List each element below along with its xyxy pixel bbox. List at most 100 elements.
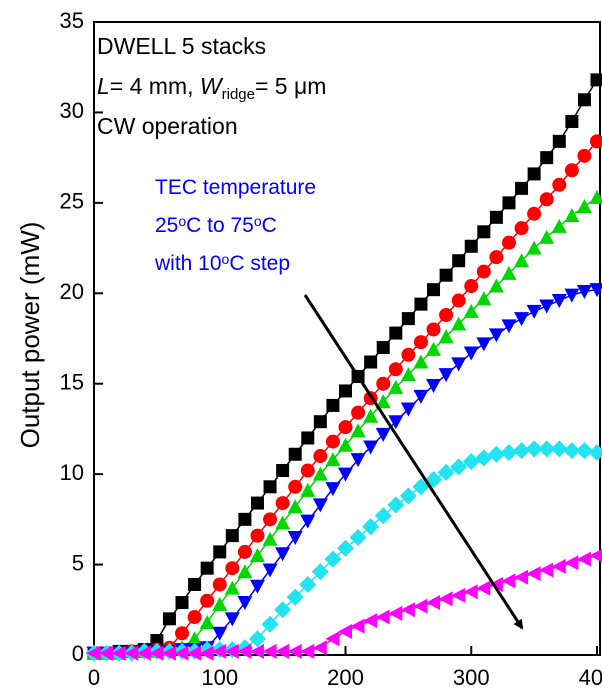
data-point	[564, 163, 579, 178]
data-point	[338, 437, 353, 452]
data-point	[388, 605, 403, 621]
data-point	[200, 561, 214, 575]
data-point	[476, 264, 491, 279]
data-point	[502, 196, 516, 210]
annotation-part: = 5 μm	[255, 73, 326, 99]
data-point	[350, 453, 366, 468]
data-point	[426, 595, 441, 611]
data-point	[225, 529, 239, 543]
data-point	[312, 498, 328, 513]
x-tick-label: 0	[88, 665, 100, 690]
data-point	[389, 326, 403, 340]
data-point	[576, 198, 592, 213]
data-point	[213, 545, 227, 559]
data-point	[589, 283, 602, 298]
data-point	[487, 445, 505, 463]
data-point	[375, 394, 391, 409]
series-line	[94, 554, 598, 654]
data-point	[250, 496, 264, 510]
data-point	[263, 512, 278, 527]
data-point	[438, 368, 454, 383]
data-point	[275, 547, 291, 562]
data-point	[300, 514, 316, 529]
tec-annotation: with 10oC step	[154, 251, 290, 275]
y-tick-label: 30	[60, 98, 84, 123]
data-point	[514, 221, 529, 236]
data-point	[238, 512, 252, 526]
data-point	[224, 643, 239, 659]
annotation: L= 4 mm, Wridge= 5 μm	[97, 73, 326, 103]
data-point	[401, 347, 416, 362]
data-point	[501, 319, 517, 334]
data-point	[311, 563, 329, 581]
y-axis-label: Output power (mW)	[15, 222, 45, 449]
data-point	[414, 297, 428, 311]
data-point	[363, 613, 378, 629]
annotation-part: DWELL 5 stacks	[97, 33, 266, 59]
data-point	[262, 563, 278, 578]
data-point	[451, 293, 466, 308]
data-point	[199, 645, 214, 661]
data-point	[590, 73, 602, 87]
data-point	[413, 389, 429, 404]
data-point	[250, 528, 265, 543]
data-point	[439, 307, 454, 322]
data-point	[376, 376, 391, 391]
x-tick-label: 200	[327, 665, 364, 690]
tec-annotation: TEC temperature	[155, 176, 316, 199]
data-point	[437, 463, 455, 481]
data-point	[550, 440, 568, 458]
data-point	[563, 442, 581, 460]
data-point	[438, 591, 453, 607]
data-point	[463, 584, 478, 600]
data-point	[312, 466, 328, 481]
tec-part: C to 75	[186, 214, 254, 237]
data-point	[400, 602, 415, 618]
data-point	[401, 312, 415, 326]
data-point	[514, 312, 530, 327]
data-point	[463, 346, 479, 361]
data-point	[263, 480, 277, 494]
data-point	[540, 151, 554, 165]
data-point	[576, 551, 591, 567]
annotation-part: ridge	[222, 86, 255, 103]
data-point	[476, 337, 492, 352]
data-point	[286, 588, 304, 606]
annotation: DWELL 5 stacks	[97, 33, 266, 59]
x-tick-label: 300	[453, 665, 490, 690]
data-point	[463, 303, 479, 318]
data-point	[475, 449, 493, 467]
data-point	[412, 478, 430, 496]
data-point	[162, 612, 176, 626]
y-tick-label: 20	[60, 279, 84, 304]
data-point	[387, 496, 405, 514]
data-point	[300, 463, 315, 478]
annotation-part: W	[200, 73, 224, 99]
data-point	[339, 384, 352, 398]
data-point	[451, 316, 467, 331]
tec-part: o	[254, 213, 262, 229]
data-point	[212, 577, 227, 592]
data-point	[589, 189, 602, 204]
data-point	[488, 278, 504, 293]
data-point	[99, 645, 114, 661]
data-point	[199, 614, 215, 629]
tec-part: o	[178, 213, 186, 229]
data-point	[413, 335, 428, 350]
data-point	[452, 254, 466, 268]
data-point	[337, 539, 354, 557]
data-point	[363, 440, 379, 455]
data-point	[237, 643, 252, 659]
y-tick-label: 15	[60, 370, 84, 395]
data-point	[464, 279, 479, 294]
data-point	[274, 601, 292, 619]
annotation-part: L	[97, 73, 110, 99]
data-point	[300, 482, 316, 497]
tec-part: C step	[229, 252, 290, 275]
data-point	[325, 482, 341, 497]
data-point	[338, 623, 352, 639]
data-point	[187, 610, 202, 625]
data-point	[451, 587, 466, 603]
tec-part: 25	[155, 214, 178, 237]
data-point	[212, 643, 227, 659]
